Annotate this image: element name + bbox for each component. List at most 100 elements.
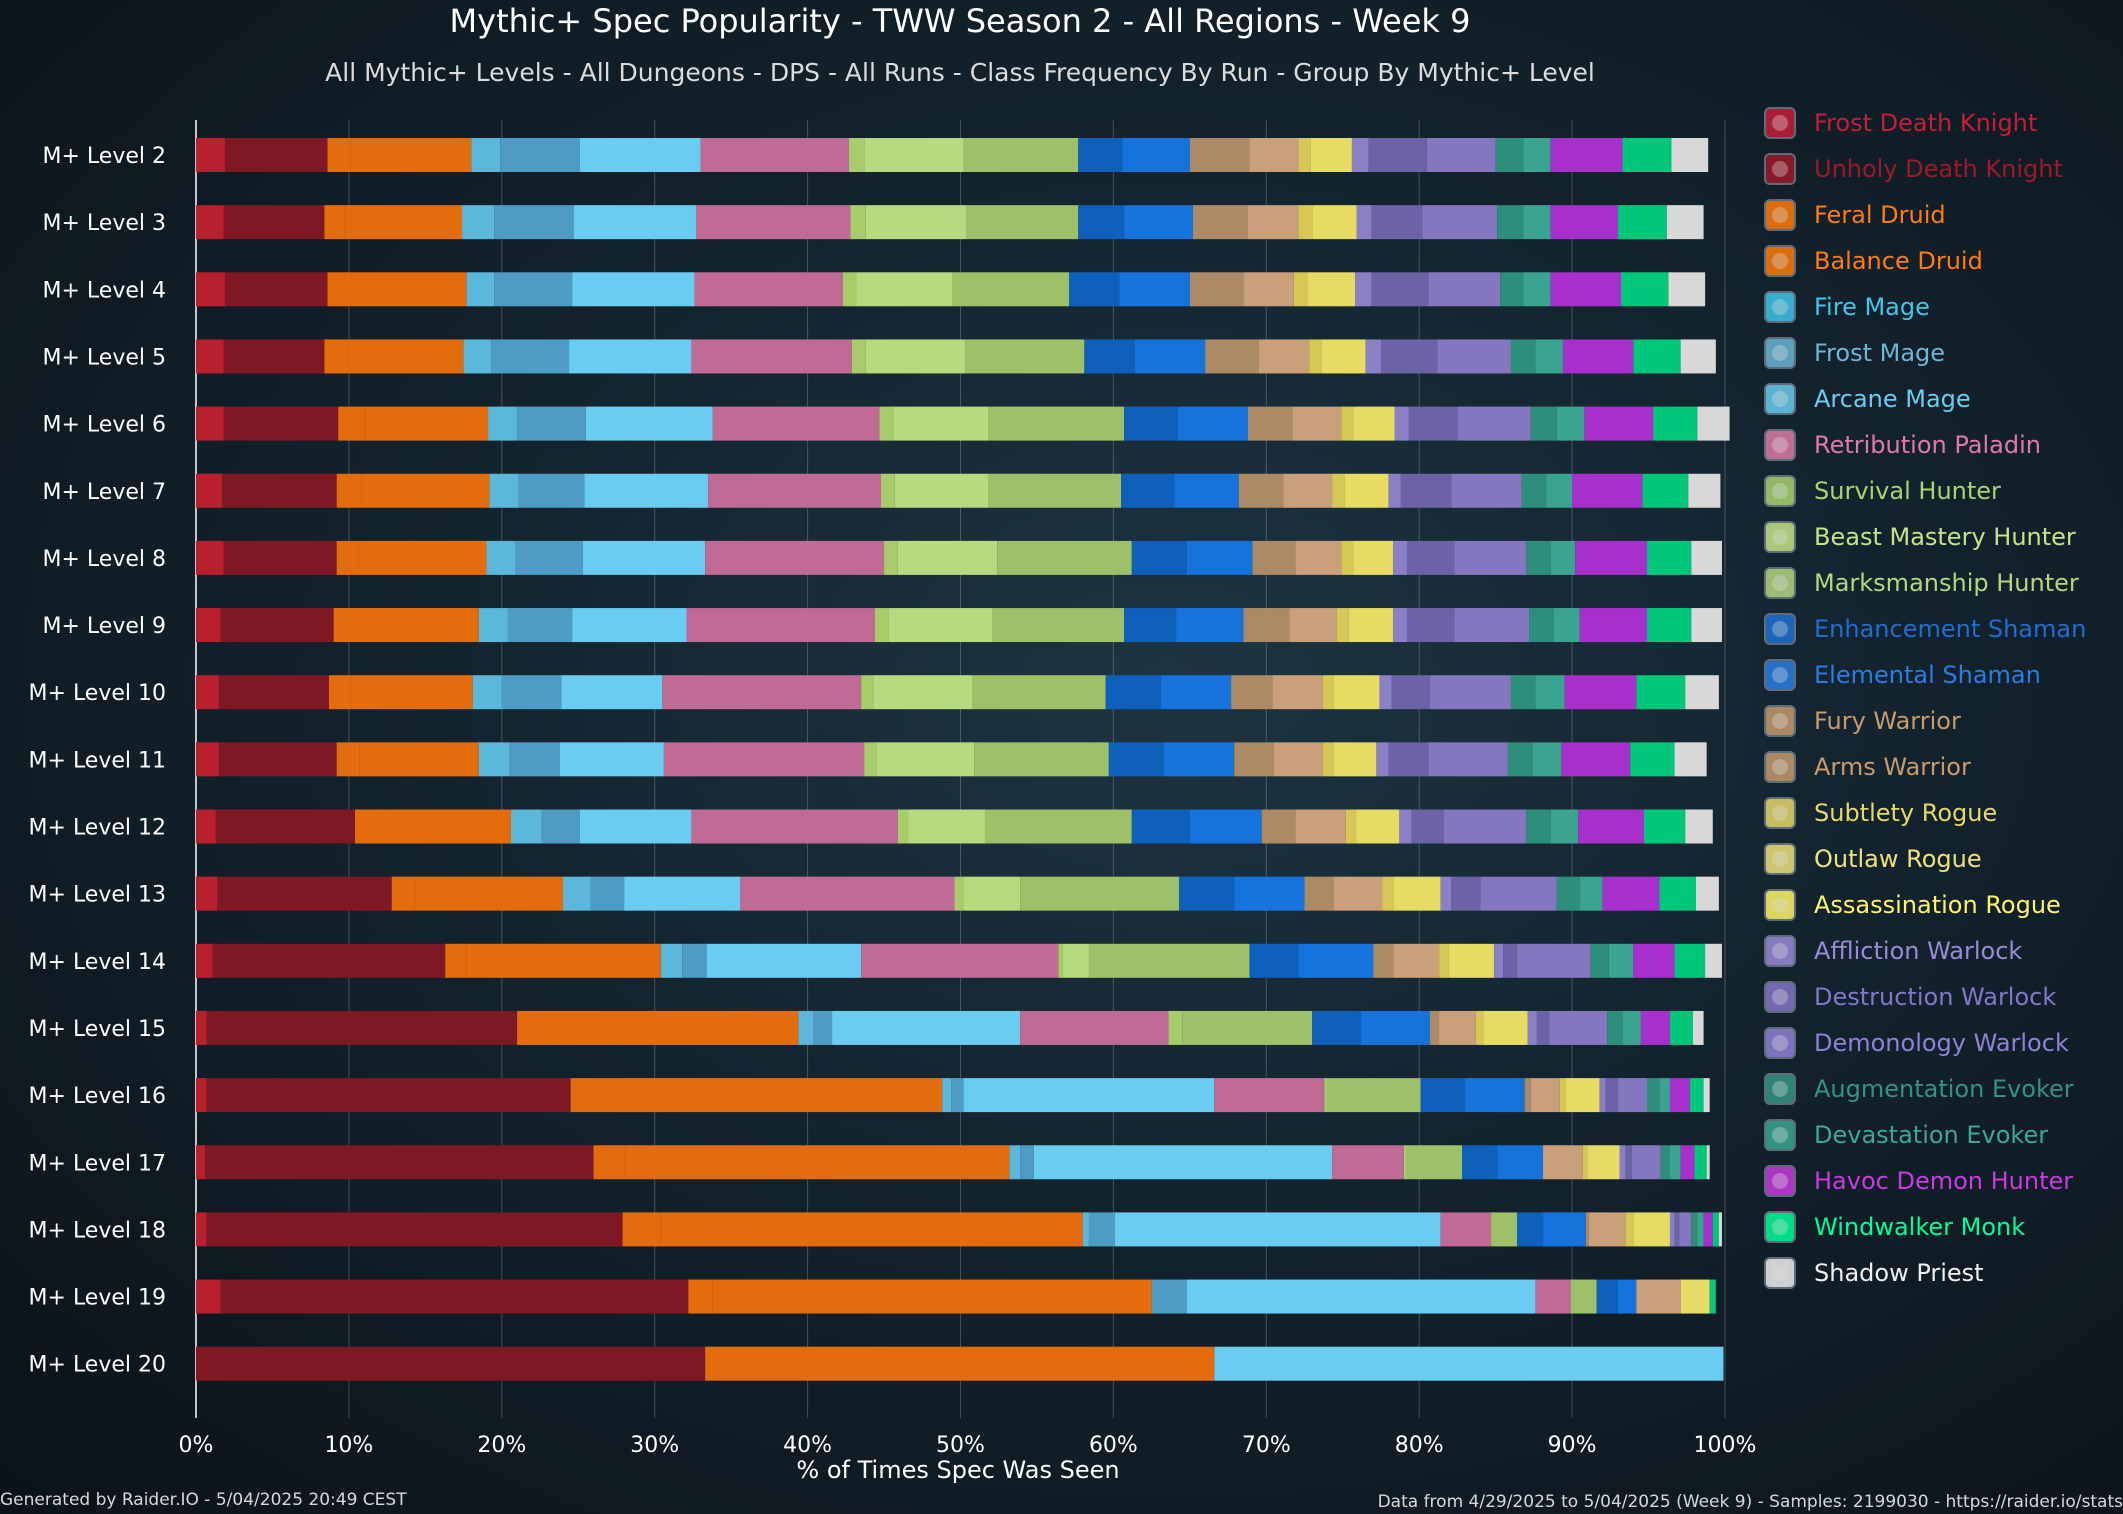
bar-segment	[1422, 205, 1498, 240]
bar-segment	[1523, 272, 1551, 307]
bar-segment	[1234, 742, 1274, 777]
legend-item: Fury Warrior	[1764, 701, 2123, 747]
bar-segment	[1408, 406, 1458, 441]
x-axis-ticks: 0% 10% 20% 30% 40% 50% 60% 70% 80% 90% 100%	[179, 1433, 1757, 1458]
bar-segment	[1420, 1078, 1466, 1113]
category-label: M+ Level 19	[29, 1286, 166, 1311]
legend-label: Unholy Death Knight	[1814, 155, 2063, 183]
bar-segment	[445, 943, 467, 978]
bar-segment	[1669, 1078, 1690, 1113]
bar-segment	[1480, 876, 1557, 911]
bar-segment	[1393, 608, 1407, 643]
bar-segment	[1636, 675, 1686, 710]
bar-segment	[1428, 272, 1501, 307]
category-label: M+ Level 18	[29, 1218, 166, 1243]
bar-segment	[1462, 1145, 1498, 1180]
bar-segment	[1674, 742, 1707, 777]
bar-segment	[1550, 272, 1622, 307]
bar-segment	[708, 473, 881, 508]
bar-segment	[1475, 1010, 1484, 1045]
bar-segment	[1526, 809, 1551, 844]
bar-segment	[196, 876, 218, 911]
bar-segment	[593, 1145, 626, 1180]
bar-segment	[582, 540, 706, 575]
bar-segment	[1009, 1145, 1021, 1180]
bar-segment	[561, 675, 663, 710]
windwalker-monk-icon	[1764, 1211, 1796, 1243]
bar-segment	[1510, 675, 1536, 710]
bar-segment	[1119, 272, 1190, 307]
bar-segment	[1622, 1010, 1641, 1045]
bar-segment	[1643, 809, 1686, 844]
bar-segment	[1527, 1010, 1537, 1045]
bar-segment	[688, 1279, 713, 1314]
bar-segment	[740, 876, 955, 911]
bar-segment	[963, 876, 1021, 911]
category-label: M+ Level 16	[29, 1084, 166, 1109]
bar-segment	[1333, 876, 1383, 911]
bar-segment	[1373, 943, 1394, 978]
category-label: M+ Level 2	[43, 144, 166, 169]
bar-segment	[1653, 406, 1698, 441]
bar-segment	[364, 406, 489, 441]
legend-label: Affliction Warlock	[1814, 937, 2023, 965]
bar-segment	[1530, 406, 1557, 441]
bar-segment	[1160, 675, 1232, 710]
bar-segment	[1312, 1010, 1362, 1045]
bar-segment	[1393, 943, 1440, 978]
bar-segment	[466, 272, 495, 307]
legend-item: Unholy Death Knight	[1764, 149, 2123, 195]
bar-segment	[1058, 943, 1063, 978]
bar-segment	[1465, 1078, 1525, 1113]
bar-segment	[1391, 675, 1430, 710]
shadow-priest-icon	[1764, 1257, 1796, 1289]
enhancement-shaman-icon	[1764, 613, 1796, 645]
legend-item: Outlaw Rogue	[1764, 839, 2123, 885]
bar-segment	[1636, 1279, 1681, 1314]
bar-segment	[1177, 406, 1248, 441]
bar-segment	[1642, 473, 1689, 508]
bar-segment	[1252, 540, 1296, 575]
bar-segment	[1666, 205, 1704, 240]
bar-segment	[1565, 1078, 1600, 1113]
fire-mage-icon	[1764, 291, 1796, 323]
bar-segment	[1289, 608, 1337, 643]
bar-segment	[1607, 1010, 1623, 1045]
bar-segment	[1332, 473, 1345, 508]
bar-segment	[515, 540, 583, 575]
bar-segment	[1324, 1078, 1328, 1113]
bar-segment	[500, 138, 580, 172]
bar-segment	[1309, 339, 1322, 374]
stacked-bar-chart: M+ Level 2 M+ Level 3 M+ Level 4 M+ Level 5…	[29, 138, 1757, 1458]
bar-segment	[798, 1010, 814, 1045]
legend-item: Arms Warrior	[1764, 747, 2123, 793]
bar-segment	[488, 406, 518, 441]
bar-segment	[1361, 1010, 1430, 1045]
bar-segment	[1685, 809, 1713, 844]
bar-segment	[1691, 540, 1722, 575]
elemental-shaman-icon	[1764, 659, 1796, 691]
bar-segment	[1403, 1145, 1407, 1180]
bar-segment	[1131, 540, 1187, 575]
legend-item: Marksmanship Hunter	[1764, 563, 2123, 609]
bar-segment	[1617, 1279, 1637, 1314]
bar-segment	[1295, 809, 1346, 844]
bar-segment	[1523, 138, 1551, 172]
bar-segment	[1429, 675, 1511, 710]
bar-segment	[358, 540, 487, 575]
bar-segment	[1495, 138, 1524, 172]
bar-segment	[691, 339, 852, 374]
bar-segment	[1564, 675, 1637, 710]
chart-title: Mythic+ Spec Popularity - TWW Season 2 -…	[449, 2, 1471, 40]
bar-segment	[874, 608, 889, 643]
bar-segment	[864, 742, 877, 777]
bar-segment	[225, 138, 328, 172]
category-label: M+ Level 17	[29, 1151, 166, 1176]
bar-segment	[856, 272, 953, 307]
bar-segment	[584, 473, 709, 508]
bar-segment	[1523, 205, 1551, 240]
bar-segment	[1176, 608, 1244, 643]
bar-segment	[1293, 272, 1308, 307]
bar-segment	[1570, 1279, 1597, 1314]
legend-item: Balance Druid	[1764, 241, 2123, 287]
